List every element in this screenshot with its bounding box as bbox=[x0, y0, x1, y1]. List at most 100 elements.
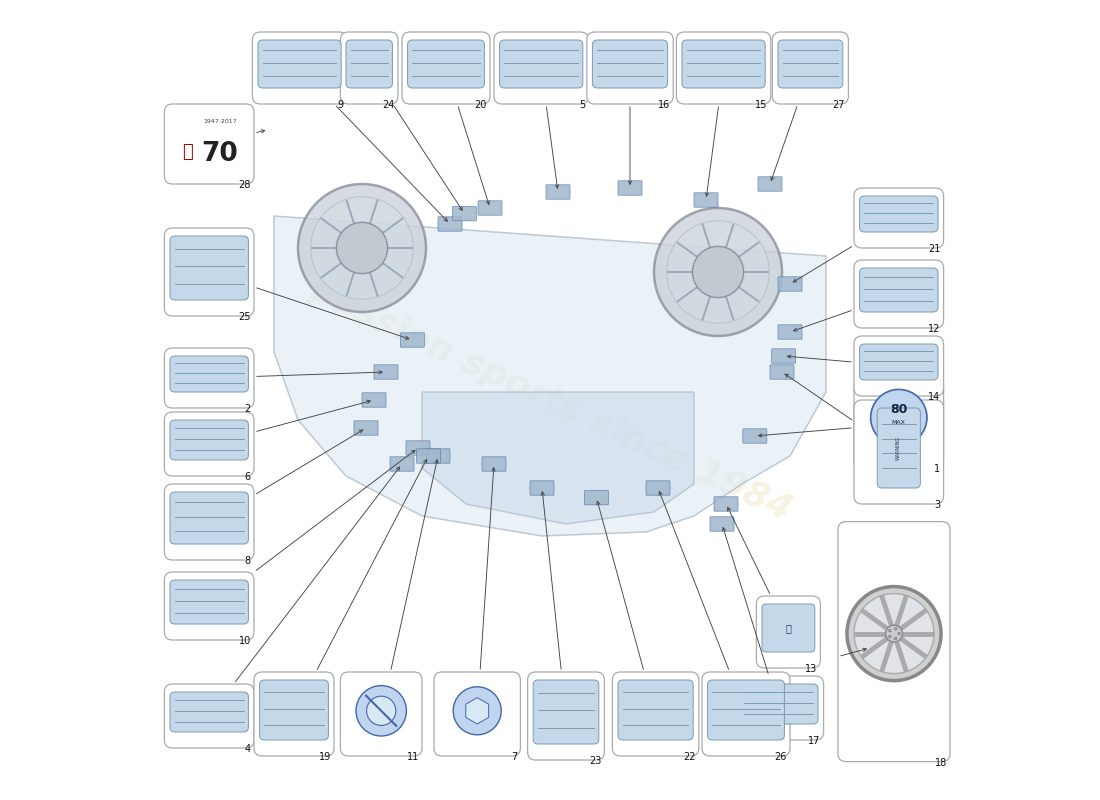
Text: 12: 12 bbox=[928, 324, 940, 334]
Circle shape bbox=[311, 197, 414, 299]
Circle shape bbox=[870, 390, 927, 446]
FancyBboxPatch shape bbox=[164, 104, 254, 184]
FancyBboxPatch shape bbox=[593, 40, 668, 88]
FancyBboxPatch shape bbox=[528, 672, 604, 760]
FancyBboxPatch shape bbox=[676, 32, 771, 104]
FancyBboxPatch shape bbox=[170, 692, 249, 732]
Circle shape bbox=[854, 594, 934, 674]
FancyBboxPatch shape bbox=[170, 236, 249, 300]
FancyBboxPatch shape bbox=[164, 484, 254, 560]
Text: 7: 7 bbox=[510, 752, 517, 762]
Text: 16: 16 bbox=[658, 100, 670, 110]
Text: 10: 10 bbox=[239, 636, 251, 646]
Text: 1: 1 bbox=[934, 464, 940, 474]
FancyBboxPatch shape bbox=[417, 449, 440, 463]
Text: 15: 15 bbox=[756, 100, 768, 110]
Text: 70: 70 bbox=[201, 141, 239, 166]
FancyBboxPatch shape bbox=[854, 336, 944, 396]
FancyBboxPatch shape bbox=[854, 400, 944, 504]
FancyBboxPatch shape bbox=[494, 32, 588, 104]
Text: 11: 11 bbox=[407, 752, 419, 762]
FancyBboxPatch shape bbox=[584, 490, 608, 505]
FancyBboxPatch shape bbox=[859, 268, 938, 312]
FancyBboxPatch shape bbox=[646, 481, 670, 495]
FancyBboxPatch shape bbox=[859, 196, 938, 232]
FancyBboxPatch shape bbox=[478, 201, 502, 215]
FancyBboxPatch shape bbox=[408, 40, 484, 88]
FancyBboxPatch shape bbox=[702, 672, 790, 756]
Text: 26: 26 bbox=[774, 752, 786, 762]
FancyBboxPatch shape bbox=[778, 40, 843, 88]
FancyBboxPatch shape bbox=[164, 572, 254, 640]
FancyBboxPatch shape bbox=[772, 32, 848, 104]
Circle shape bbox=[366, 696, 396, 726]
FancyBboxPatch shape bbox=[770, 365, 794, 379]
Circle shape bbox=[654, 208, 782, 336]
FancyBboxPatch shape bbox=[618, 680, 693, 740]
Circle shape bbox=[667, 221, 769, 323]
FancyBboxPatch shape bbox=[758, 177, 782, 191]
FancyBboxPatch shape bbox=[742, 429, 767, 443]
FancyBboxPatch shape bbox=[546, 185, 570, 199]
Text: 4: 4 bbox=[244, 744, 251, 754]
Text: 5: 5 bbox=[579, 100, 585, 110]
Text: 8: 8 bbox=[244, 556, 251, 566]
FancyBboxPatch shape bbox=[618, 181, 642, 195]
Text: 19: 19 bbox=[319, 752, 331, 762]
Polygon shape bbox=[465, 698, 488, 724]
FancyBboxPatch shape bbox=[877, 408, 921, 488]
FancyBboxPatch shape bbox=[778, 325, 802, 339]
Text: 17: 17 bbox=[808, 736, 821, 746]
Circle shape bbox=[889, 630, 891, 632]
Text: WARNING: WARNING bbox=[896, 436, 901, 460]
Text: 25: 25 bbox=[239, 312, 251, 322]
Circle shape bbox=[337, 222, 387, 274]
Text: MAX: MAX bbox=[892, 420, 905, 425]
FancyBboxPatch shape bbox=[406, 441, 430, 455]
FancyBboxPatch shape bbox=[854, 380, 944, 468]
Text: 13: 13 bbox=[805, 664, 817, 674]
FancyBboxPatch shape bbox=[694, 193, 718, 207]
FancyBboxPatch shape bbox=[613, 672, 698, 756]
FancyBboxPatch shape bbox=[260, 680, 329, 740]
FancyBboxPatch shape bbox=[164, 684, 254, 748]
FancyBboxPatch shape bbox=[164, 228, 254, 316]
Circle shape bbox=[894, 627, 896, 630]
Circle shape bbox=[898, 632, 901, 635]
Text: ⛽: ⛽ bbox=[785, 623, 791, 633]
FancyBboxPatch shape bbox=[707, 680, 784, 740]
Text: 23: 23 bbox=[588, 756, 602, 766]
FancyBboxPatch shape bbox=[164, 348, 254, 408]
FancyBboxPatch shape bbox=[739, 684, 818, 724]
FancyBboxPatch shape bbox=[714, 497, 738, 511]
FancyBboxPatch shape bbox=[854, 188, 944, 248]
FancyBboxPatch shape bbox=[434, 672, 520, 756]
Text: 27: 27 bbox=[833, 100, 845, 110]
Text: 20: 20 bbox=[474, 100, 487, 110]
FancyBboxPatch shape bbox=[170, 492, 249, 544]
Text: 🐎: 🐎 bbox=[182, 143, 192, 161]
Text: 21: 21 bbox=[928, 244, 940, 254]
FancyBboxPatch shape bbox=[402, 32, 490, 104]
FancyBboxPatch shape bbox=[354, 421, 378, 435]
FancyBboxPatch shape bbox=[838, 522, 950, 762]
FancyBboxPatch shape bbox=[682, 40, 766, 88]
Text: 28: 28 bbox=[239, 180, 251, 190]
FancyBboxPatch shape bbox=[340, 32, 398, 104]
FancyBboxPatch shape bbox=[771, 349, 795, 363]
FancyBboxPatch shape bbox=[426, 449, 450, 463]
FancyBboxPatch shape bbox=[170, 356, 249, 392]
FancyBboxPatch shape bbox=[170, 420, 249, 460]
FancyBboxPatch shape bbox=[762, 604, 815, 652]
FancyBboxPatch shape bbox=[859, 344, 938, 380]
Polygon shape bbox=[274, 216, 826, 536]
Text: 6: 6 bbox=[244, 472, 251, 482]
Circle shape bbox=[692, 246, 744, 298]
Circle shape bbox=[894, 637, 896, 640]
FancyBboxPatch shape bbox=[530, 481, 554, 495]
FancyBboxPatch shape bbox=[362, 393, 386, 407]
Text: 80: 80 bbox=[890, 403, 908, 416]
FancyBboxPatch shape bbox=[854, 260, 944, 328]
FancyBboxPatch shape bbox=[164, 412, 254, 476]
FancyBboxPatch shape bbox=[534, 680, 598, 744]
